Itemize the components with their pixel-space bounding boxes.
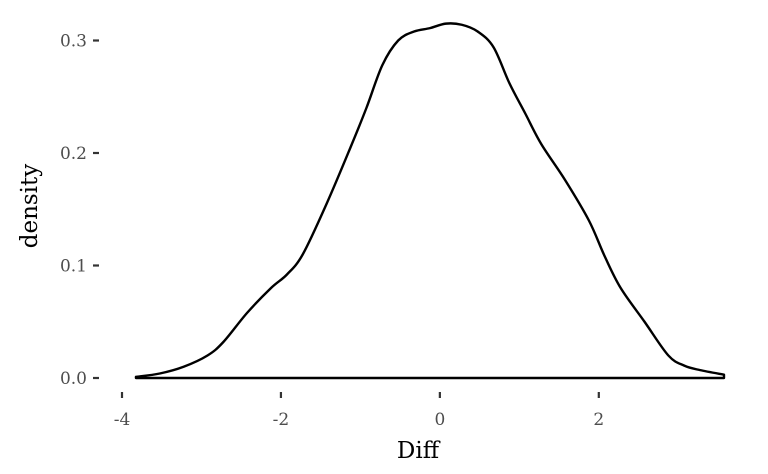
y-tick-label: 0.2	[60, 144, 87, 164]
y-axis: 0.0 0.1 0.2 0.3	[60, 32, 99, 389]
y-axis-title: density	[17, 164, 43, 249]
x-tick-label: 2	[593, 410, 604, 430]
y-tick-label: 0.0	[60, 369, 87, 389]
y-tick-label: 0.1	[60, 257, 87, 277]
y-tick-label: 0.3	[60, 32, 87, 52]
x-axis-title: Diff	[397, 438, 441, 464]
density-curve	[134, 22, 726, 380]
x-axis: -4 -2 0 2	[114, 392, 604, 430]
x-tick-label: 0	[434, 410, 445, 430]
x-tick-label: -4	[114, 410, 131, 430]
x-tick-label: -2	[273, 410, 290, 430]
plot-area	[134, 22, 726, 380]
